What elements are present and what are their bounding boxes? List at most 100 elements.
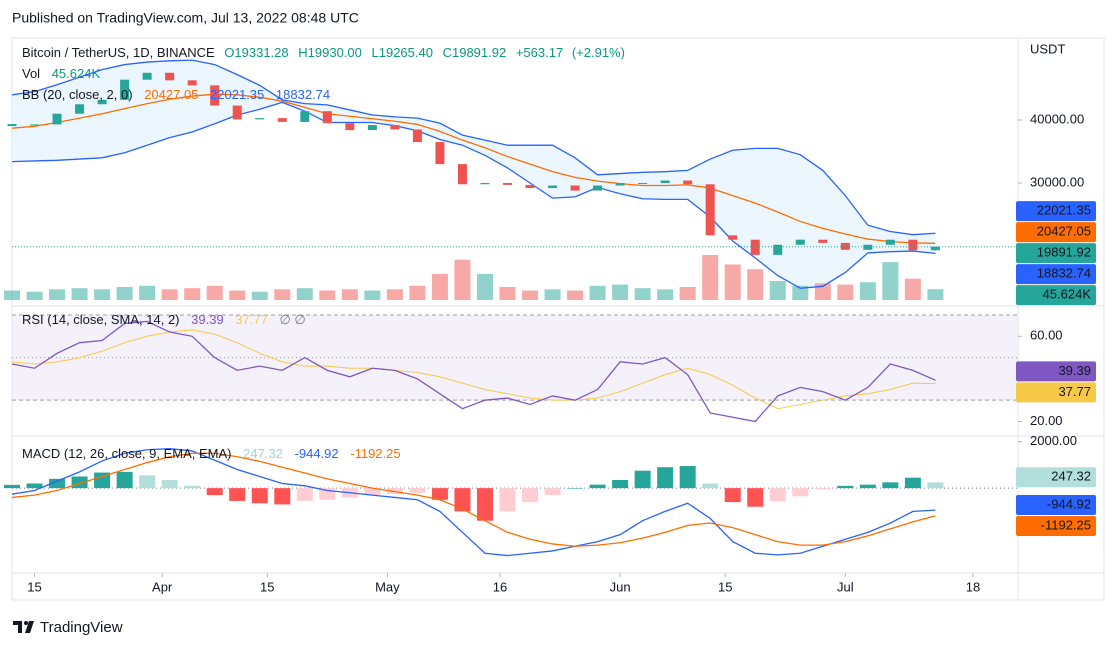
candle-body xyxy=(255,118,265,120)
macd-hist-badge-text: 247.32 xyxy=(1051,469,1091,484)
macd-badge-text: -944.92 xyxy=(1047,496,1091,511)
legend: Bitcoin / TetherUS, 1D, BINANCE O19331.2… xyxy=(22,45,625,461)
volume-bar xyxy=(251,291,268,300)
macd-histogram-bar xyxy=(94,472,111,489)
rsi-empty: ∅ ∅ xyxy=(279,312,305,327)
volume-bar xyxy=(454,259,471,300)
x-tick-label: Apr xyxy=(152,579,173,594)
bb-basis-badge-text: 20427.05 xyxy=(1037,224,1091,239)
candle-body xyxy=(120,79,130,100)
macd-histogram-bar xyxy=(71,476,88,489)
candle-body xyxy=(750,239,760,255)
macd-histogram-bar xyxy=(476,488,493,521)
symbol-title: Bitcoin / TetherUS, 1D, BINANCE xyxy=(22,45,215,60)
candle-body xyxy=(660,180,670,184)
macd-histogram-bar xyxy=(589,484,606,489)
macd-histogram-bar xyxy=(657,467,674,489)
volume-bar xyxy=(724,264,741,300)
candle-body xyxy=(683,180,693,185)
candle-body xyxy=(210,85,220,106)
y-tick-label: 2000.00 xyxy=(1030,433,1077,448)
volume-bar xyxy=(634,288,651,300)
volume-bar xyxy=(814,283,831,300)
volume-bar xyxy=(769,281,786,300)
macd-histogram-bar xyxy=(161,480,178,489)
volume-badge-text: 45.624K xyxy=(1043,287,1092,302)
macd-histogram-bar xyxy=(904,477,921,489)
bb-lower-badge-text: 18832.74 xyxy=(1037,266,1091,281)
logo-mark xyxy=(13,621,22,633)
ohlc-low: L19265.40 xyxy=(372,45,433,60)
ohlc-open: O19331.28 xyxy=(224,45,288,60)
candle-body xyxy=(840,242,850,250)
macd-histogram-bar xyxy=(409,488,426,493)
candle-body xyxy=(277,118,287,122)
volume-bar xyxy=(319,290,336,300)
candle-body xyxy=(615,183,625,186)
candle-body xyxy=(390,125,400,130)
macd-value: -944.92 xyxy=(295,446,339,461)
macd-histogram-bar xyxy=(702,483,719,489)
signal-value: -1192.25 xyxy=(350,446,400,461)
macd-histogram-bar xyxy=(837,485,854,489)
y-tick-label: 30000.00 xyxy=(1030,174,1084,189)
macd-histogram-bar xyxy=(792,488,809,497)
volume-bar xyxy=(904,278,921,300)
bb-lower-value: 18832.74 xyxy=(276,87,330,102)
rsi-sma-line xyxy=(11,329,936,410)
macd-badge xyxy=(1016,495,1096,516)
volume-bar xyxy=(49,289,66,300)
volume-bar xyxy=(747,269,764,300)
macd-histogram-bar xyxy=(364,488,381,496)
macd-hist-value: 247.32 xyxy=(243,446,283,461)
rsi-line xyxy=(11,320,936,423)
candle-body xyxy=(570,185,580,191)
volume-bar xyxy=(161,289,178,300)
brand-logo: TradingView xyxy=(13,619,123,636)
logo-mark xyxy=(25,621,34,633)
bb-basis-badge xyxy=(1016,222,1096,243)
candle-body xyxy=(142,72,152,80)
candle-body xyxy=(30,124,40,126)
volume-bar xyxy=(229,290,246,300)
candle-body xyxy=(187,80,197,86)
x-tick-label: Jun xyxy=(610,579,631,594)
x-tick-label: 15 xyxy=(27,579,41,594)
macd-histogram-bar xyxy=(859,484,876,489)
macd-histogram-bar xyxy=(634,470,651,489)
volume-bar xyxy=(386,289,403,300)
volume-bar xyxy=(927,289,944,300)
volume-bar xyxy=(409,285,426,300)
volume-value: 45.624K xyxy=(52,66,101,81)
x-tick-label: 16 xyxy=(493,579,507,594)
macd-line xyxy=(11,447,936,557)
bb-fill xyxy=(12,60,936,289)
candle-body xyxy=(480,183,490,185)
bb-name: BB (20, close, 2, 0) xyxy=(22,87,133,102)
signal-badge-text: -1192.25 xyxy=(1041,517,1091,532)
macd-histogram-bar xyxy=(274,488,291,505)
symbol-legend: Bitcoin / TetherUS, 1D, BINANCE O19331.2… xyxy=(22,45,625,60)
candle-body xyxy=(97,99,107,105)
volume-bar xyxy=(116,286,133,300)
last-price-badge xyxy=(1016,243,1096,264)
volume-bar xyxy=(702,255,719,300)
macd-histogram-bar xyxy=(206,488,223,496)
volume-bar xyxy=(296,288,313,300)
macd-histogram-bar xyxy=(26,483,43,489)
volume-bar xyxy=(499,286,516,300)
macd-histogram-bar xyxy=(49,478,66,489)
bb-basis xyxy=(11,93,936,244)
signal-badge xyxy=(1016,516,1096,537)
bb-basis-value: 20427.05 xyxy=(144,87,198,102)
logo-dot xyxy=(24,621,28,625)
volume-bar xyxy=(139,285,156,300)
candle-body xyxy=(345,123,355,131)
candle-body xyxy=(457,164,467,185)
macd-histogram-bar xyxy=(814,488,831,490)
rsi-sma-value: 37.77 xyxy=(235,312,268,327)
volume-bar xyxy=(71,288,88,300)
x-tick-label: Jul xyxy=(837,579,854,594)
rsi-legend: RSI (14, close, SMA, 14, 2) 39.39 37.77 … xyxy=(22,312,306,327)
macd-histogram-bar xyxy=(251,488,268,504)
